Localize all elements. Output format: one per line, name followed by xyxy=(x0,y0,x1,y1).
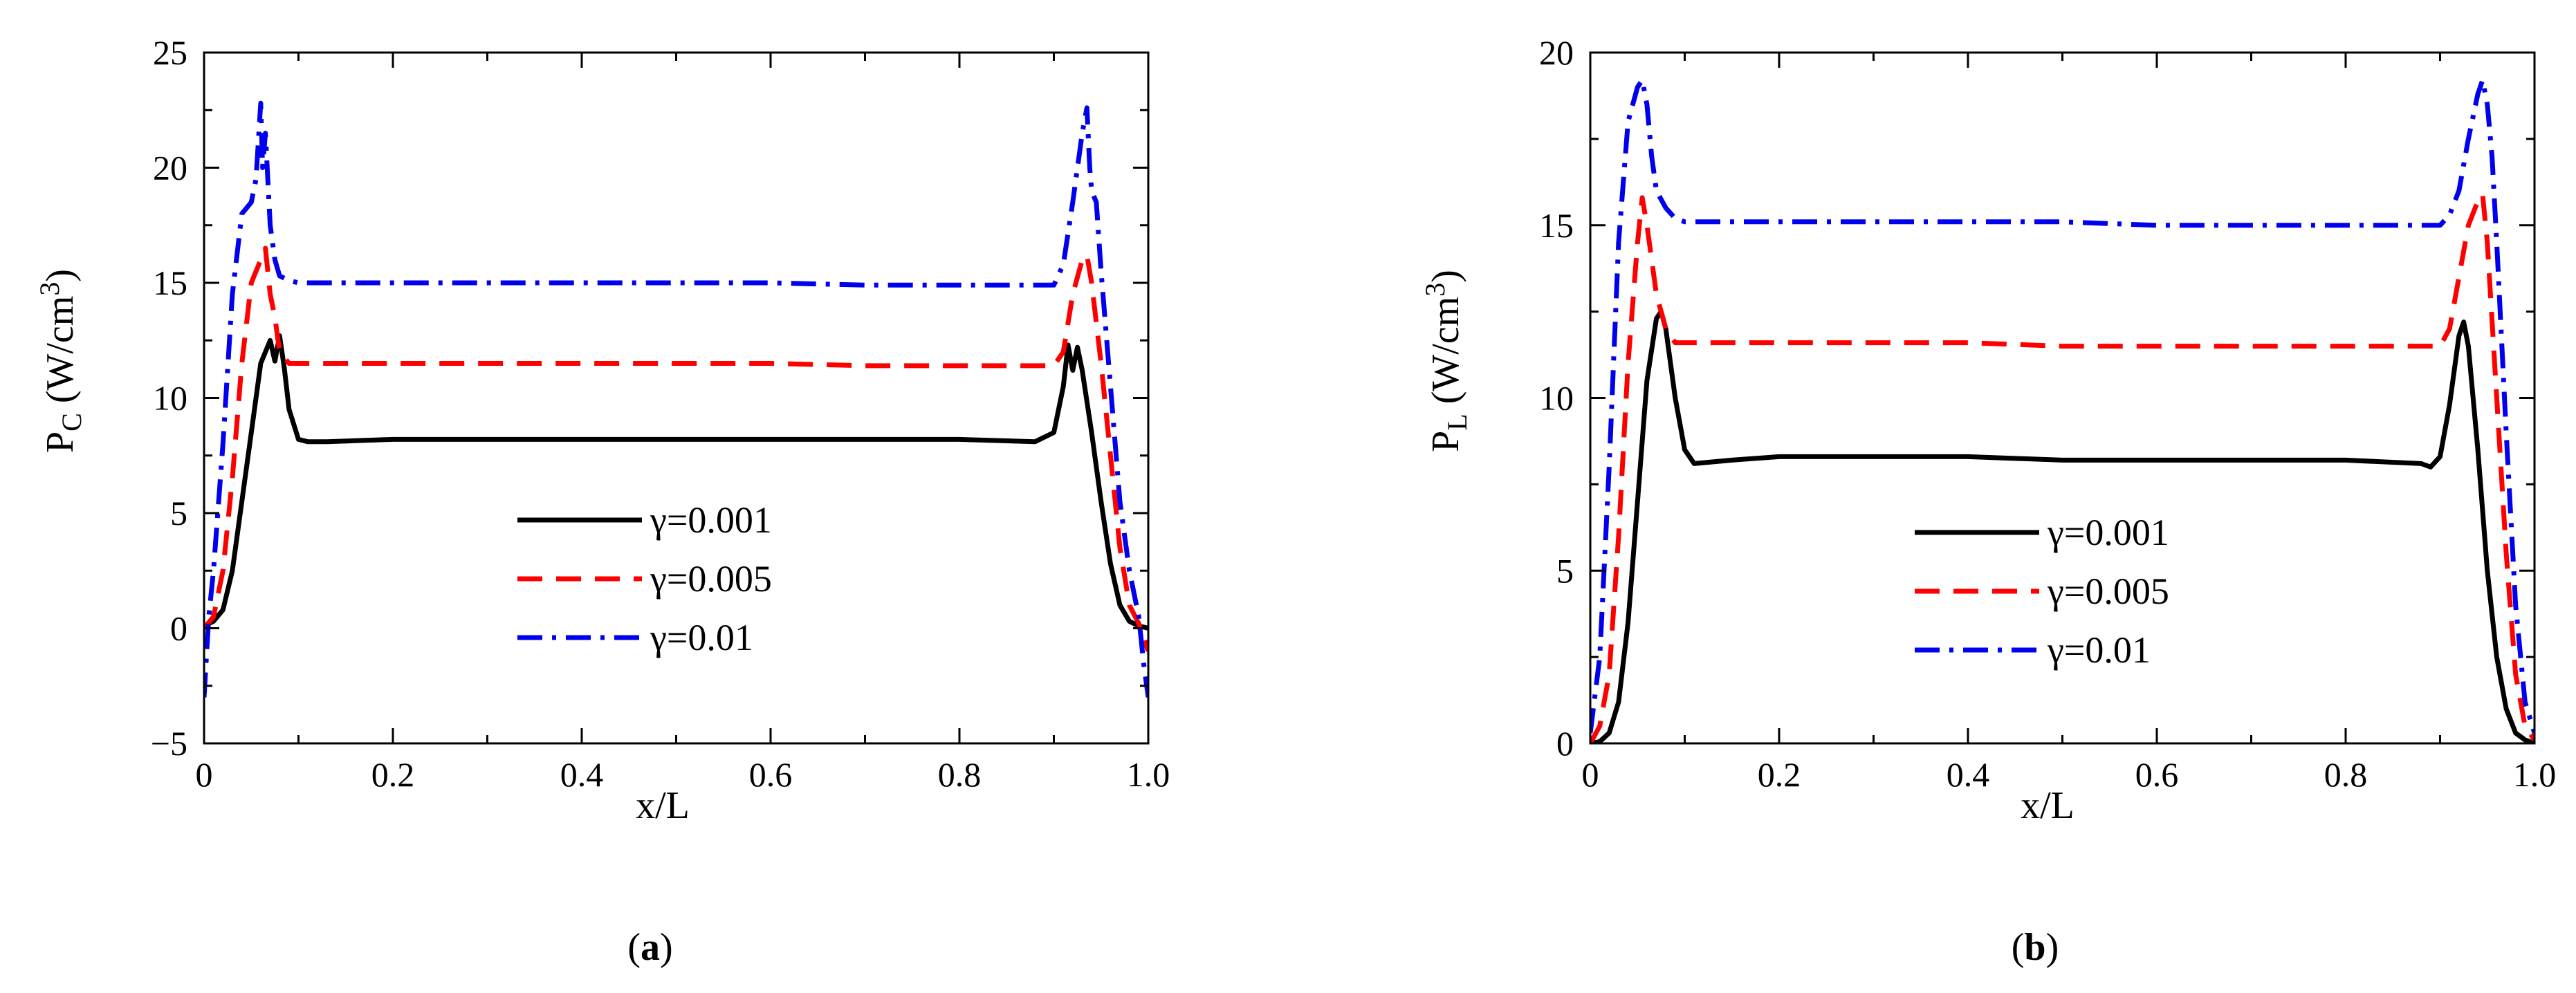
x-tick-label-b-5: 1.0 xyxy=(2513,755,2557,794)
y-tick-label-a-0: −5 xyxy=(151,724,187,763)
y-tick-label-b-2: 10 xyxy=(1539,379,1574,418)
series-line-b-1 xyxy=(1590,192,2534,743)
y-tick-label-a-2: 5 xyxy=(170,494,187,532)
series-line-a-0 xyxy=(204,333,1148,631)
series-line-a-1 xyxy=(204,245,1148,652)
x-tick-label-a-4: 0.8 xyxy=(938,755,982,794)
panel-caption-b: (b) xyxy=(2012,926,2059,969)
x-tick-label-a-1: 0.2 xyxy=(371,755,415,794)
y-tick-label-a-6: 25 xyxy=(153,33,187,72)
x-tick-label-b-3: 0.6 xyxy=(2135,755,2179,794)
x-tick-label-a-3: 0.6 xyxy=(749,755,793,794)
y-tick-label-a-3: 10 xyxy=(153,379,187,418)
y-tick-label-b-3: 15 xyxy=(1539,206,1574,245)
y-tick-label-a-1: 0 xyxy=(170,609,187,648)
x-tick-label-a-2: 0.4 xyxy=(560,755,604,794)
y-tick-label-a-4: 15 xyxy=(153,263,187,302)
legend-label-b-0: γ=0.001 xyxy=(2047,512,2169,553)
x-tick-label-b-0: 0 xyxy=(1582,755,1599,794)
legend-label-b-1: γ=0.005 xyxy=(2047,570,2169,612)
y-axis-label-b: PL (W/cm3) xyxy=(1419,270,1473,452)
chart-panel-b: PL (W/cm3) x/L (b) 0 0.2 0.4 0.6 0.8 1.0 0 5 10 1… xyxy=(1419,33,2556,969)
legend-label-a-1: γ=0.005 xyxy=(650,558,772,600)
series-line-b-2 xyxy=(1590,77,2534,734)
series-line-b-0 xyxy=(1590,309,2534,743)
y-tick-label-b-0: 0 xyxy=(1556,724,1574,763)
x-tick-label-a-0: 0 xyxy=(196,755,213,794)
legend-label-b-2: γ=0.01 xyxy=(2047,629,2151,671)
x-tick-label-b-4: 0.8 xyxy=(2324,755,2368,794)
chart-panel-a: PC (W/cm3) x/L (a) 0 0.2 0.4 0.6 0.8 1.0−5051… xyxy=(34,33,1170,969)
x-tick-label-b-1: 0.2 xyxy=(1758,755,1801,794)
x-axis-label-b: x/L xyxy=(2021,784,2074,827)
x-axis-label-a: x/L xyxy=(636,784,690,827)
x-tick-label-a-5: 1.0 xyxy=(1127,755,1170,794)
legend-label-a-2: γ=0.01 xyxy=(650,617,753,658)
y-tick-label-b-4: 20 xyxy=(1539,33,1574,72)
y-axis-label-a: PC (W/cm3) xyxy=(34,269,87,453)
series-line-a-2 xyxy=(204,100,1148,698)
x-tick-label-b-2: 0.4 xyxy=(1947,755,1990,794)
y-tick-label-b-1: 5 xyxy=(1556,551,1574,590)
y-tick-label-a-5: 20 xyxy=(153,149,187,187)
panel-caption-a: (a) xyxy=(627,926,672,969)
legend-label-a-0: γ=0.001 xyxy=(650,499,772,541)
